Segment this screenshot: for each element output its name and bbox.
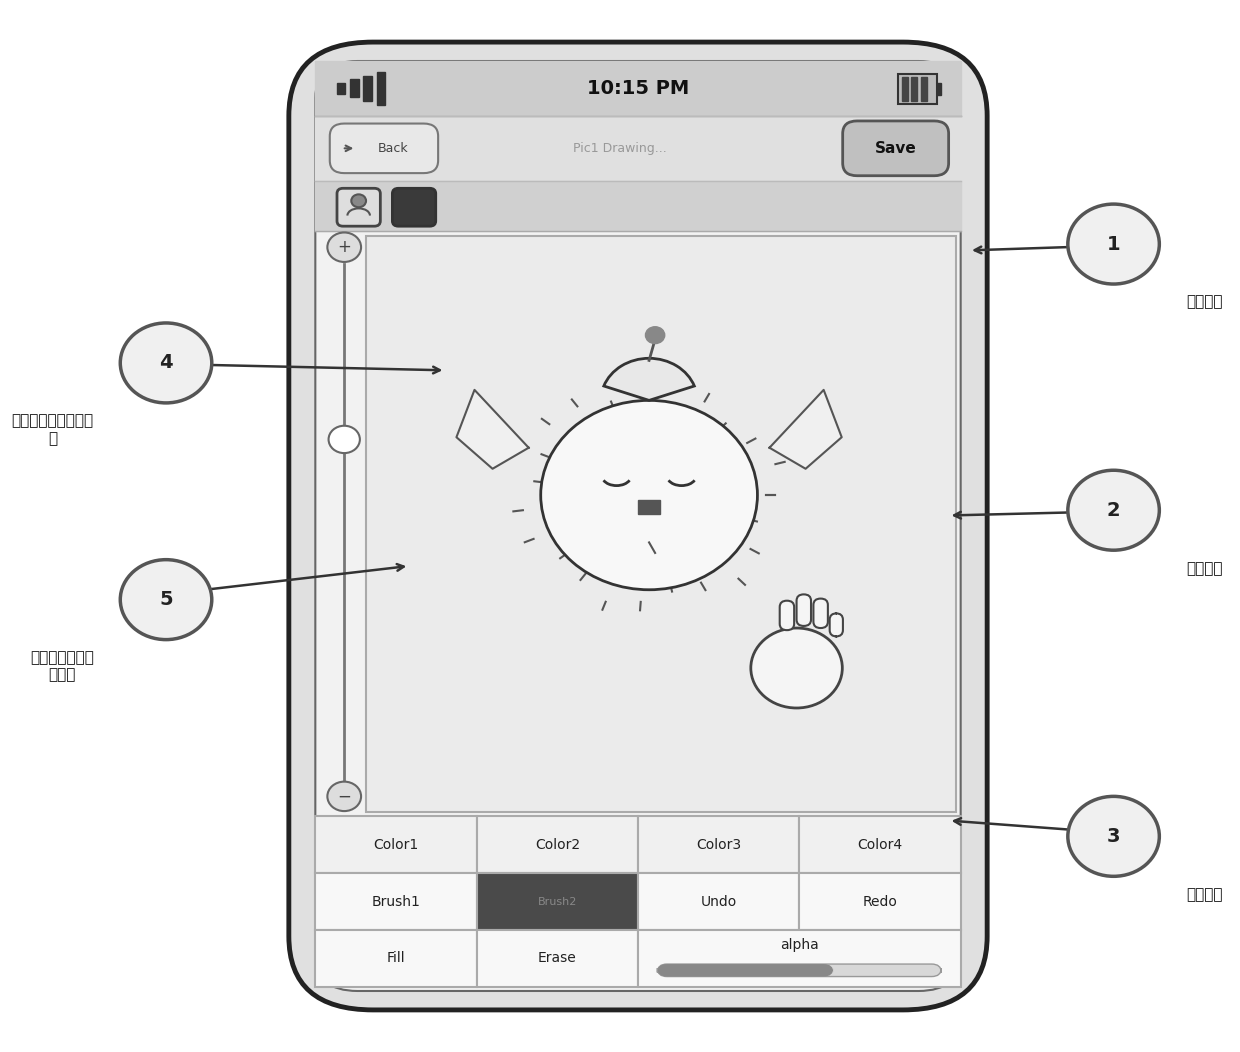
Bar (901, 77, 908, 101)
Wedge shape (604, 359, 694, 401)
Text: 保存绘画: 保存绘画 (1185, 295, 1223, 309)
Text: Erase: Erase (538, 951, 577, 966)
Bar (800, 816, 961, 873)
Text: 10:15 PM: 10:15 PM (587, 79, 689, 98)
Text: alpha: alpha (780, 938, 818, 952)
Polygon shape (770, 390, 842, 469)
Bar (377, 72, 386, 105)
Circle shape (646, 327, 665, 344)
FancyBboxPatch shape (796, 594, 811, 626)
Text: Color3: Color3 (696, 837, 742, 852)
Text: 1: 1 (1107, 235, 1121, 254)
Text: Fill: Fill (387, 951, 405, 966)
Bar (476, 816, 639, 873)
Text: 绘画工具: 绘画工具 (1185, 887, 1223, 902)
Bar (315, 181, 961, 231)
FancyBboxPatch shape (330, 123, 438, 174)
Circle shape (1068, 796, 1159, 876)
FancyBboxPatch shape (813, 599, 828, 628)
Bar (315, 116, 961, 181)
FancyBboxPatch shape (843, 121, 949, 176)
Text: Color2: Color2 (534, 837, 580, 852)
Bar (639, 501, 660, 514)
FancyBboxPatch shape (337, 188, 381, 226)
Circle shape (750, 628, 842, 708)
Bar (639, 930, 961, 987)
Circle shape (120, 323, 212, 403)
Text: 当前参与者的图层可
见: 当前参与者的图层可 见 (11, 413, 94, 446)
Circle shape (327, 232, 361, 262)
Bar (911, 77, 918, 101)
Text: Undo: Undo (701, 894, 737, 909)
FancyBboxPatch shape (657, 964, 833, 976)
Text: Brush2: Brush2 (538, 896, 577, 907)
Bar (315, 930, 476, 987)
Text: 3: 3 (1107, 827, 1120, 846)
Circle shape (327, 782, 361, 811)
Bar (898, 74, 936, 104)
FancyBboxPatch shape (392, 188, 435, 226)
Bar (639, 873, 800, 930)
Bar (363, 76, 372, 101)
Bar (366, 236, 956, 812)
Bar (315, 61, 961, 116)
Text: −: − (337, 787, 351, 806)
Bar (476, 930, 639, 987)
Text: Redo: Redo (863, 894, 898, 909)
Circle shape (351, 195, 366, 207)
Text: 4: 4 (159, 353, 172, 372)
Bar (337, 83, 346, 94)
FancyBboxPatch shape (315, 61, 961, 991)
Circle shape (1068, 204, 1159, 284)
Text: Color4: Color4 (857, 837, 903, 852)
Text: 5: 5 (159, 590, 172, 609)
Text: 2: 2 (1107, 501, 1121, 520)
Circle shape (541, 401, 758, 590)
FancyBboxPatch shape (289, 42, 987, 1010)
Circle shape (120, 560, 212, 640)
Circle shape (1068, 470, 1159, 550)
Bar (921, 77, 928, 101)
Text: Back: Back (377, 142, 408, 155)
Bar (639, 816, 800, 873)
Text: 当前参与者图层
不可见: 当前参与者图层 不可见 (30, 650, 94, 683)
Bar (476, 873, 639, 930)
Bar (936, 83, 941, 95)
Text: Brush1: Brush1 (372, 894, 420, 909)
Text: 电子画布: 电子画布 (1185, 561, 1223, 575)
Bar (315, 816, 476, 873)
FancyBboxPatch shape (830, 613, 843, 636)
Bar (800, 873, 961, 930)
Text: Color1: Color1 (373, 837, 419, 852)
FancyBboxPatch shape (780, 601, 794, 630)
Text: Pic1 Drawing...: Pic1 Drawing... (573, 142, 667, 155)
Polygon shape (456, 390, 528, 469)
Text: Save: Save (874, 141, 916, 156)
FancyBboxPatch shape (657, 964, 941, 976)
Text: +: + (337, 238, 351, 257)
Bar (315, 873, 476, 930)
Bar (350, 79, 358, 98)
Circle shape (329, 426, 360, 453)
